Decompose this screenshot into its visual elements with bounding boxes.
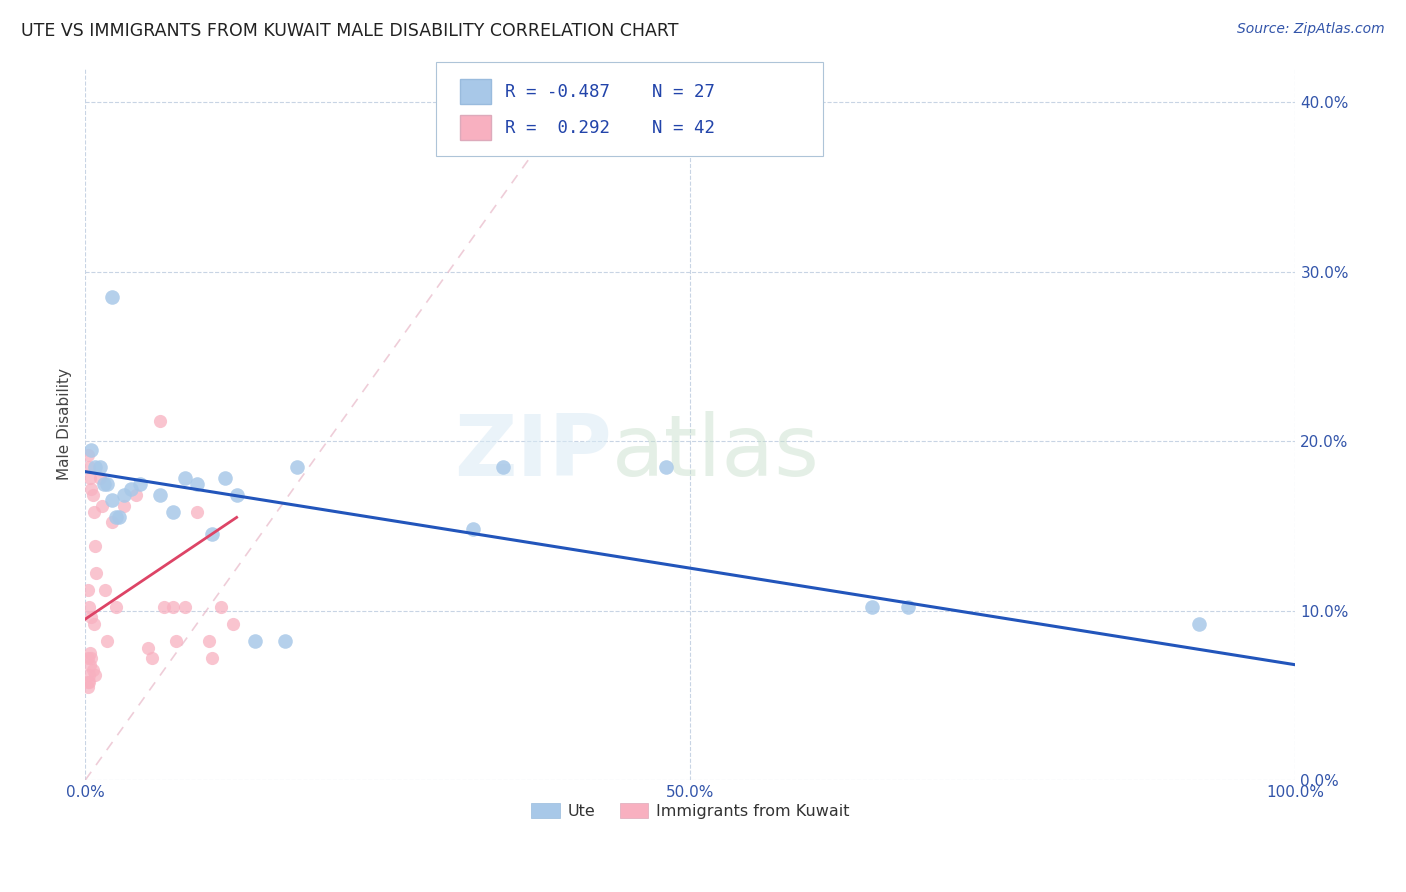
Text: R =  0.292    N = 42: R = 0.292 N = 42 — [505, 119, 714, 136]
Point — [76, 448, 98, 462]
Point — [285, 459, 308, 474]
Point — [83, 505, 105, 519]
Legend: Ute, Immigrants from Kuwait: Ute, Immigrants from Kuwait — [524, 797, 856, 825]
Text: UTE VS IMMIGRANTS FROM KUWAIT MALE DISABILITY CORRELATION CHART: UTE VS IMMIGRANTS FROM KUWAIT MALE DISAB… — [21, 22, 679, 40]
Text: atlas: atlas — [612, 411, 820, 494]
Y-axis label: Male Disability: Male Disability — [58, 368, 72, 480]
Point — [112, 499, 135, 513]
Point — [91, 499, 114, 513]
Point — [225, 488, 247, 502]
Point — [84, 459, 107, 474]
Point — [77, 668, 100, 682]
Point — [80, 482, 103, 496]
Text: ZIP: ZIP — [454, 411, 612, 494]
Text: Source: ZipAtlas.com: Source: ZipAtlas.com — [1237, 22, 1385, 37]
Point — [93, 583, 115, 598]
Point — [77, 674, 100, 689]
Point — [84, 668, 107, 682]
Point — [76, 674, 98, 689]
Point — [165, 634, 187, 648]
Point — [82, 663, 104, 677]
Point — [201, 651, 224, 665]
Point — [162, 600, 184, 615]
Point — [76, 680, 98, 694]
Point — [96, 634, 118, 648]
Point — [80, 442, 103, 457]
Point — [80, 610, 103, 624]
Point — [162, 505, 184, 519]
Point — [79, 471, 101, 485]
Point — [89, 459, 111, 474]
Point — [153, 600, 176, 615]
Point — [101, 516, 124, 530]
Point — [79, 646, 101, 660]
Point — [76, 583, 98, 598]
Point — [209, 600, 232, 615]
Point — [186, 505, 208, 519]
Point — [84, 566, 107, 581]
Point — [243, 634, 266, 648]
Point — [860, 600, 883, 615]
Point — [173, 471, 195, 485]
Point — [96, 476, 118, 491]
Point — [198, 634, 221, 648]
Point — [93, 476, 115, 491]
Point — [83, 617, 105, 632]
Point — [897, 600, 920, 615]
Point — [173, 600, 195, 615]
Point — [274, 634, 297, 648]
Point — [149, 414, 172, 428]
Point — [112, 488, 135, 502]
Point — [79, 657, 101, 672]
Point — [101, 290, 124, 304]
Point — [104, 600, 127, 615]
Point — [76, 651, 98, 665]
Point — [222, 617, 245, 632]
Point — [120, 482, 142, 496]
Point — [149, 488, 172, 502]
Point — [89, 471, 111, 485]
Point — [655, 459, 678, 474]
Point — [136, 640, 159, 655]
Point — [108, 510, 131, 524]
Point — [82, 488, 104, 502]
Point — [125, 488, 148, 502]
Point — [80, 651, 103, 665]
Point — [101, 493, 124, 508]
Point — [214, 471, 236, 485]
Point — [186, 476, 208, 491]
Point — [77, 600, 100, 615]
Point — [461, 522, 484, 536]
Point — [141, 651, 163, 665]
Point — [128, 476, 150, 491]
Point — [1188, 617, 1211, 632]
Point — [104, 510, 127, 524]
Point — [77, 459, 100, 474]
Point — [492, 459, 515, 474]
Text: R = -0.487    N = 27: R = -0.487 N = 27 — [505, 83, 714, 101]
Point — [201, 527, 224, 541]
Point — [84, 539, 107, 553]
